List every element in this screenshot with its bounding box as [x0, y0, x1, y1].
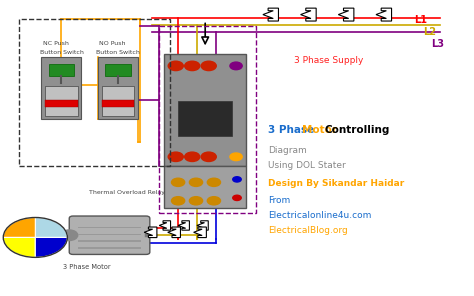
Text: L1: L1 — [414, 15, 427, 25]
Bar — [45, 101, 78, 107]
Polygon shape — [168, 227, 181, 238]
Bar — [164, 54, 246, 165]
Wedge shape — [3, 237, 36, 257]
Text: Thermal Overload Relay: Thermal Overload Relay — [89, 190, 164, 195]
Text: Using DOL Stater: Using DOL Stater — [268, 161, 346, 170]
Bar — [19, 19, 170, 165]
Text: NO Push: NO Push — [100, 41, 126, 46]
Polygon shape — [338, 8, 354, 21]
Text: Button Switch: Button Switch — [96, 50, 139, 55]
Wedge shape — [36, 218, 67, 237]
Circle shape — [185, 61, 200, 70]
Bar — [48, 65, 74, 76]
Circle shape — [61, 230, 78, 241]
Text: From: From — [268, 196, 290, 205]
Text: Controlling: Controlling — [325, 126, 390, 135]
Wedge shape — [3, 218, 36, 237]
Circle shape — [172, 178, 185, 186]
Wedge shape — [36, 237, 67, 257]
Bar — [41, 57, 82, 119]
Circle shape — [168, 152, 183, 162]
Bar — [178, 101, 232, 136]
Text: L3: L3 — [431, 39, 444, 49]
Circle shape — [168, 61, 183, 70]
Polygon shape — [194, 227, 206, 238]
Bar — [78, 234, 141, 235]
Text: L2: L2 — [423, 27, 436, 37]
Text: 3 Phase: 3 Phase — [268, 126, 314, 135]
Circle shape — [230, 153, 242, 161]
Circle shape — [185, 152, 200, 162]
Polygon shape — [376, 8, 392, 21]
Text: 3 Phase Motor: 3 Phase Motor — [63, 264, 110, 270]
Polygon shape — [197, 221, 208, 230]
Polygon shape — [263, 8, 278, 21]
Bar — [102, 101, 134, 107]
Polygon shape — [178, 221, 190, 230]
Circle shape — [201, 61, 216, 70]
Bar — [164, 165, 246, 208]
Text: Button Switch: Button Switch — [40, 50, 84, 55]
Text: Diagram: Diagram — [268, 147, 306, 155]
Circle shape — [233, 195, 241, 200]
Polygon shape — [301, 8, 316, 21]
Circle shape — [190, 197, 202, 205]
Bar — [78, 247, 141, 249]
Polygon shape — [144, 227, 157, 238]
Text: Motor: Motor — [302, 126, 337, 135]
Bar — [78, 227, 141, 229]
Circle shape — [207, 197, 220, 205]
Bar — [78, 240, 141, 242]
Bar — [98, 57, 138, 119]
Circle shape — [190, 178, 202, 186]
Text: Contactor: Contactor — [189, 126, 220, 131]
Circle shape — [230, 62, 242, 70]
Circle shape — [201, 152, 216, 162]
Circle shape — [233, 177, 241, 182]
Text: Electricalonline4u.com: Electricalonline4u.com — [268, 211, 371, 220]
Text: 3 Phase Supply: 3 Phase Supply — [293, 56, 363, 65]
Text: NC Push: NC Push — [43, 41, 69, 46]
Text: Design By Sikandar Haidar: Design By Sikandar Haidar — [268, 179, 404, 188]
Circle shape — [207, 178, 220, 186]
Bar — [45, 86, 78, 116]
FancyBboxPatch shape — [69, 216, 150, 255]
Bar — [105, 65, 131, 76]
Bar — [102, 86, 134, 116]
Text: ElectricalBlog.org: ElectricalBlog.org — [268, 226, 347, 235]
Circle shape — [172, 197, 185, 205]
Polygon shape — [159, 221, 171, 230]
Bar — [159, 26, 256, 213]
